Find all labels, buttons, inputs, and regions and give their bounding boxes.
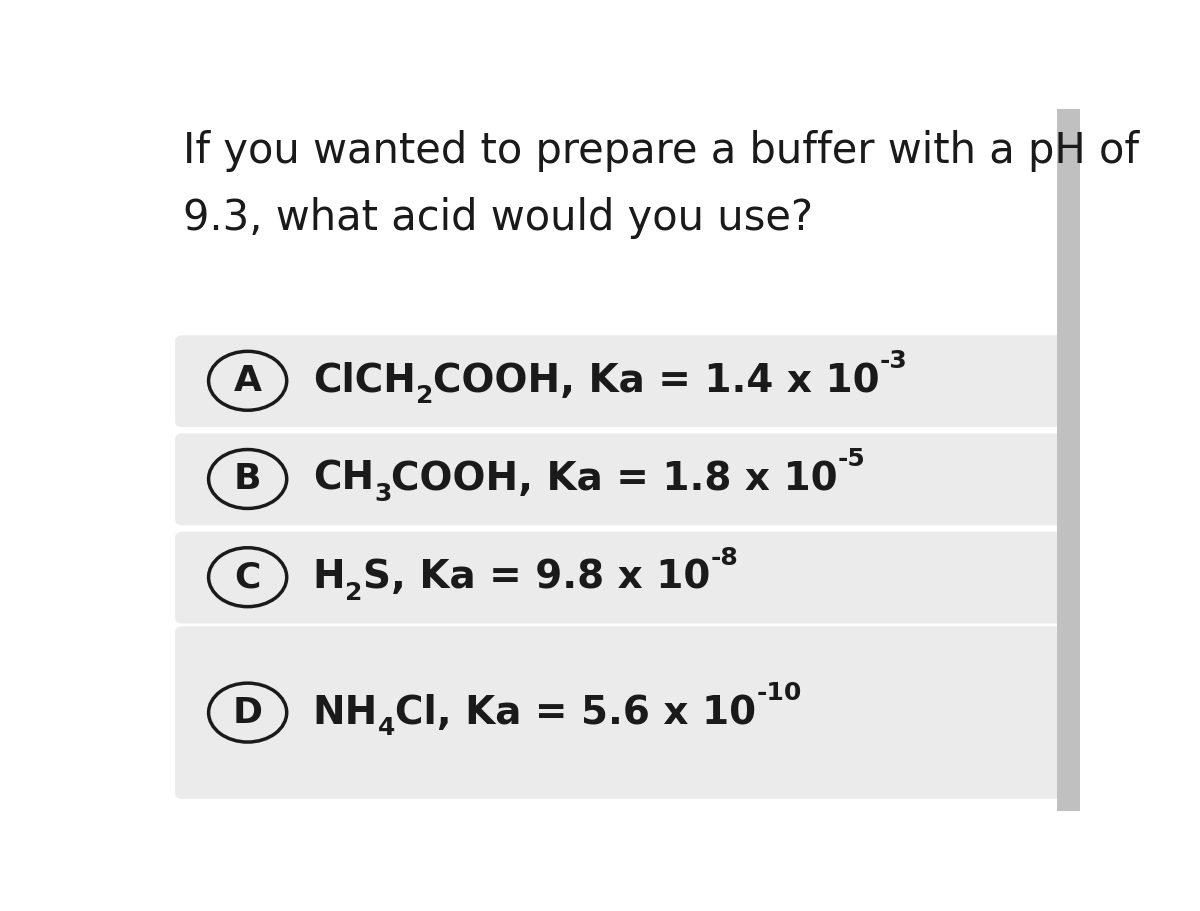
Text: 3: 3 (374, 483, 391, 507)
Text: A: A (234, 363, 262, 398)
Text: COOH, Ka = 1.8 x 10: COOH, Ka = 1.8 x 10 (391, 460, 838, 498)
FancyBboxPatch shape (175, 626, 1069, 799)
Text: -5: -5 (838, 447, 865, 471)
FancyBboxPatch shape (175, 335, 1069, 427)
Text: C: C (234, 560, 260, 594)
Text: S, Ka = 9.8 x 10: S, Ka = 9.8 x 10 (362, 558, 710, 596)
Text: ClCH: ClCH (313, 362, 415, 400)
Text: D: D (233, 696, 263, 730)
Text: 9.3, what acid would you use?: 9.3, what acid would you use? (182, 197, 812, 239)
Text: -8: -8 (710, 546, 738, 569)
Text: If you wanted to prepare a buffer with a pH of: If you wanted to prepare a buffer with a… (182, 130, 1139, 172)
FancyBboxPatch shape (1057, 109, 1080, 811)
Text: COOH, Ka = 1.4 x 10: COOH, Ka = 1.4 x 10 (433, 362, 880, 400)
Text: -10: -10 (756, 681, 802, 705)
Text: 2: 2 (415, 384, 433, 408)
Text: CH: CH (313, 460, 374, 498)
Text: H: H (313, 558, 346, 596)
Text: 2: 2 (346, 580, 362, 605)
FancyBboxPatch shape (175, 532, 1069, 623)
Text: -3: -3 (880, 349, 907, 374)
Text: B: B (234, 462, 262, 496)
Text: Cl, Ka = 5.6 x 10: Cl, Ka = 5.6 x 10 (395, 693, 756, 732)
Text: 4: 4 (378, 716, 395, 740)
Text: NH: NH (313, 693, 378, 732)
FancyBboxPatch shape (175, 434, 1069, 526)
